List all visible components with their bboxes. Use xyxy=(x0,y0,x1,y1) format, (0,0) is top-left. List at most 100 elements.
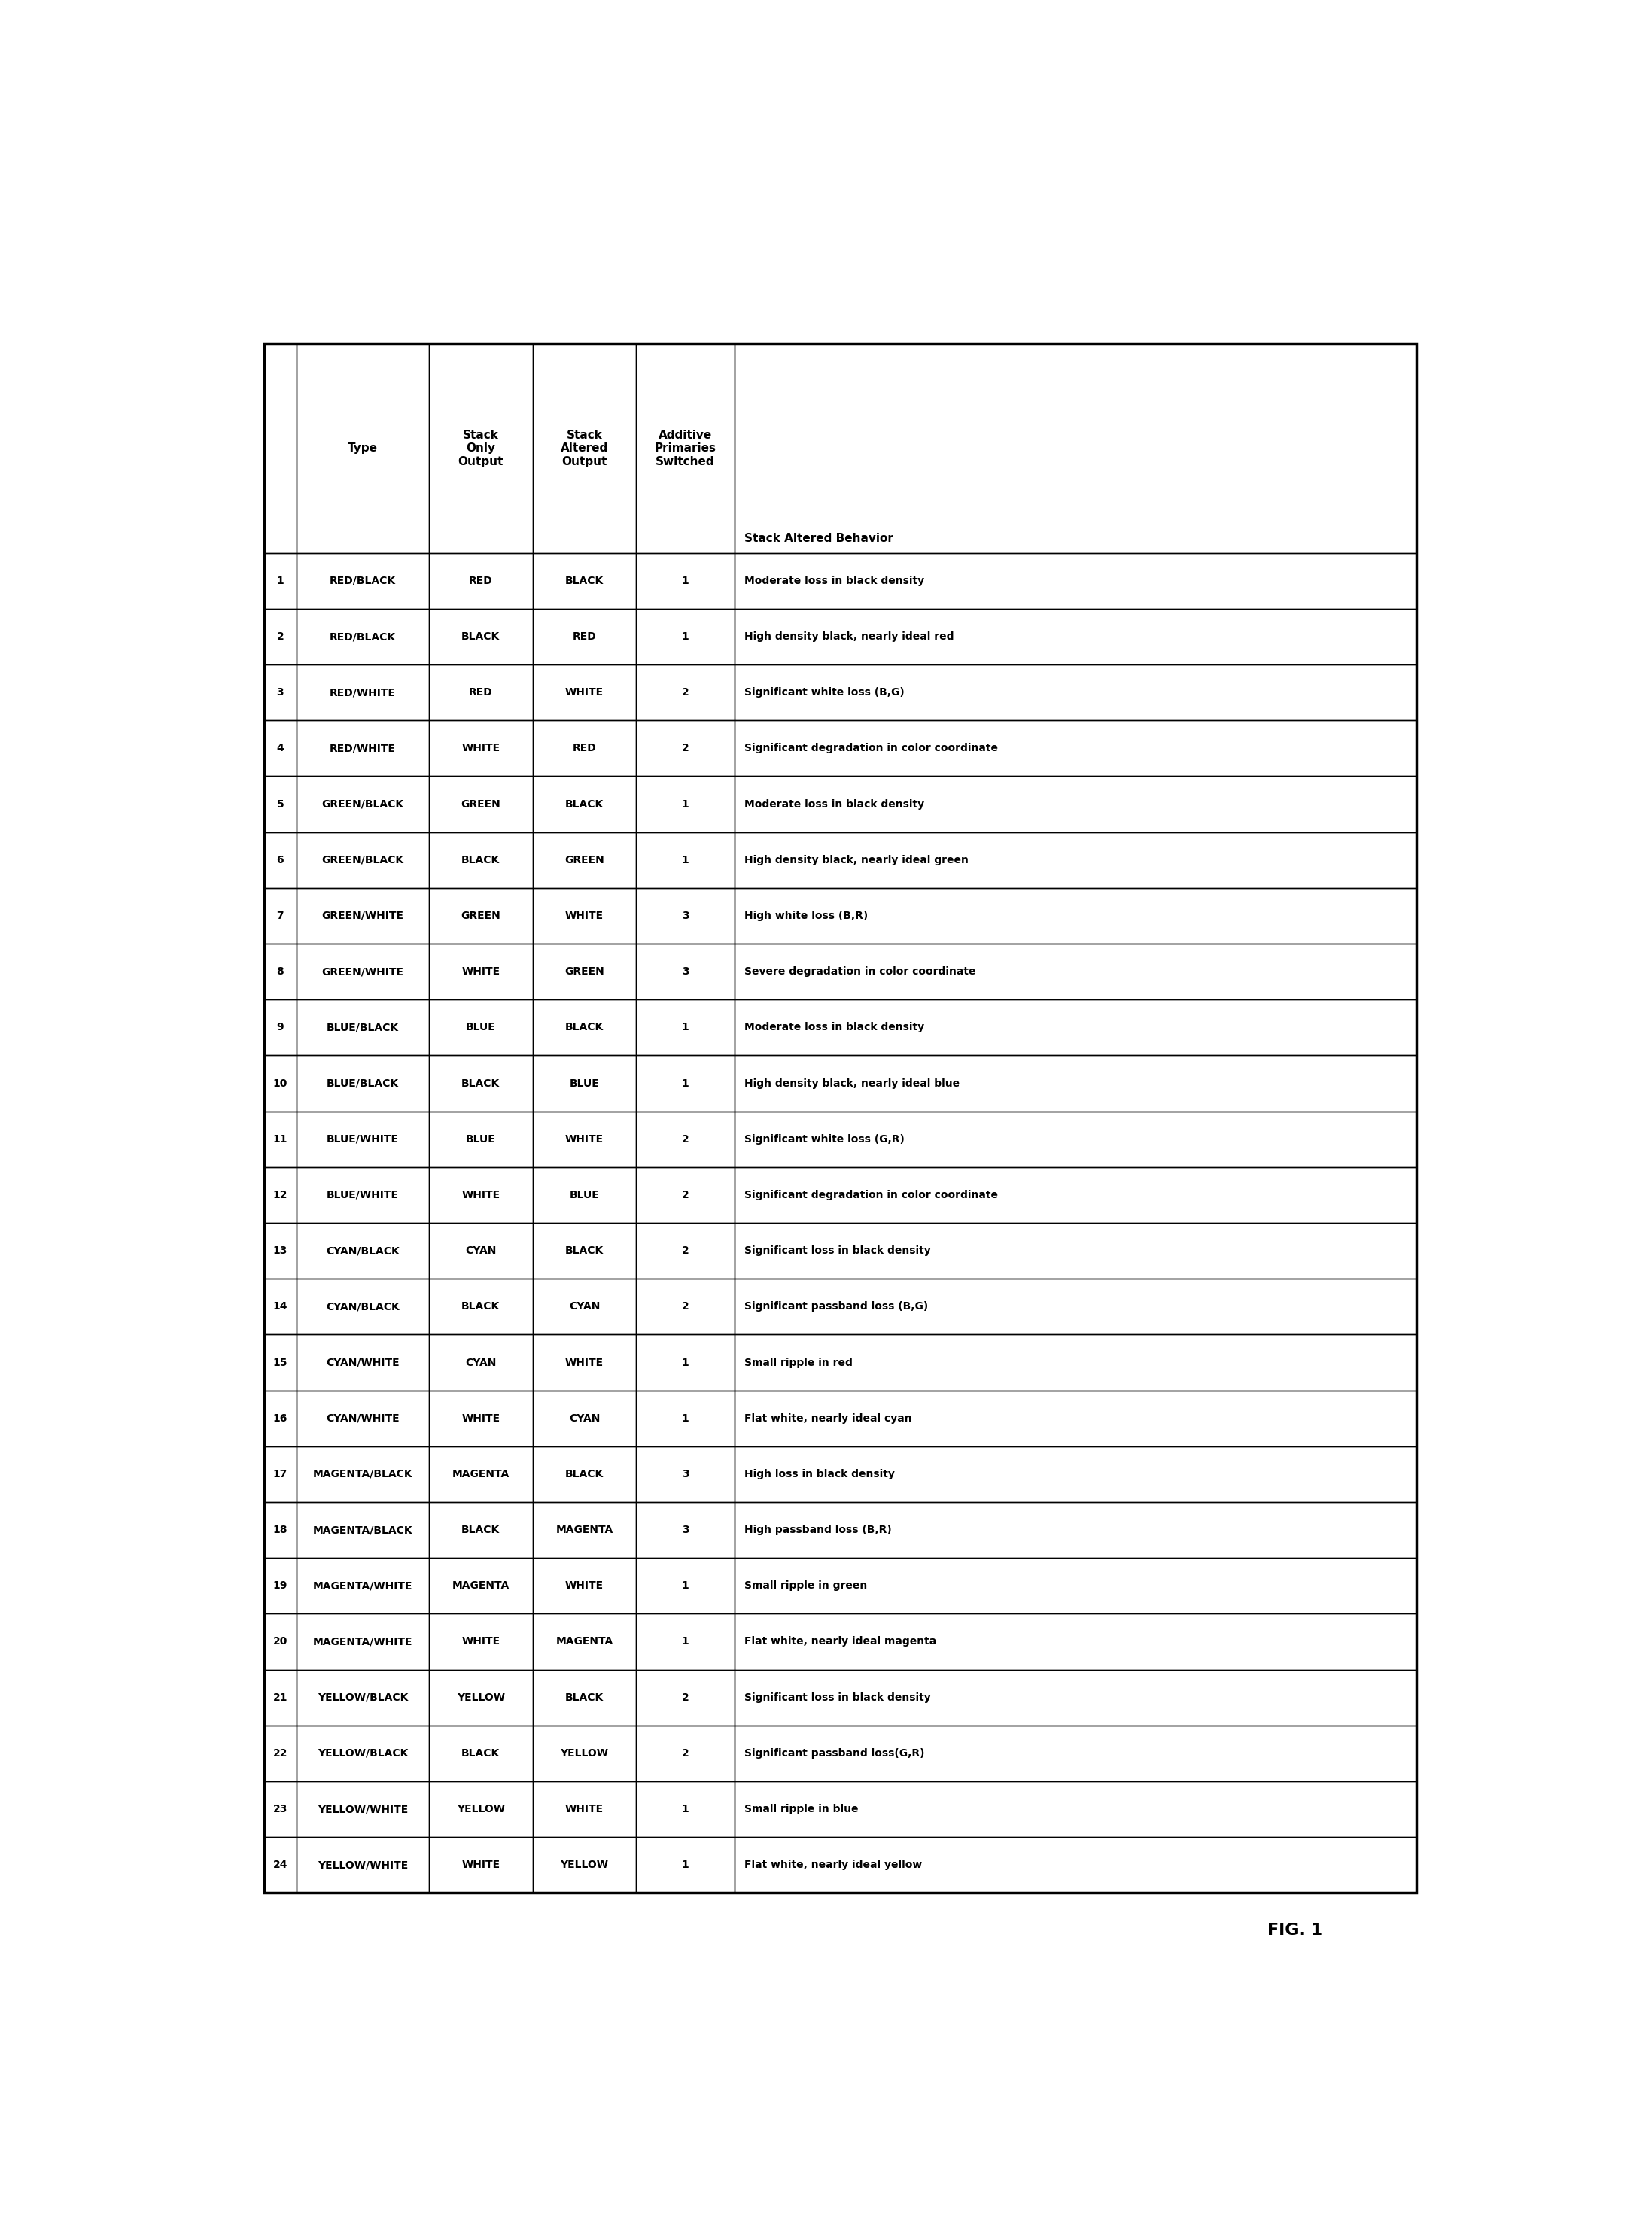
Text: BLUE: BLUE xyxy=(570,1078,600,1089)
Text: 1: 1 xyxy=(682,798,689,809)
Text: CYAN/WHITE: CYAN/WHITE xyxy=(325,1358,400,1367)
Text: YELLOW: YELLOW xyxy=(456,1803,506,1814)
Bar xyxy=(430,554,532,609)
Bar xyxy=(430,1447,532,1503)
Bar xyxy=(296,554,430,609)
Text: BLACK: BLACK xyxy=(461,1525,501,1536)
Text: CYAN: CYAN xyxy=(466,1358,496,1367)
Text: BLACK: BLACK xyxy=(565,1469,603,1481)
Text: YELLOW: YELLOW xyxy=(560,1861,608,1870)
Bar xyxy=(733,1781,1416,1836)
Text: 1: 1 xyxy=(276,576,284,587)
Text: BLACK: BLACK xyxy=(565,1245,603,1256)
Bar xyxy=(430,665,532,720)
Bar xyxy=(264,1836,296,1892)
Bar xyxy=(733,945,1416,1000)
Text: 1: 1 xyxy=(682,1358,689,1367)
Bar xyxy=(733,1447,1416,1503)
Text: Significant degradation in color coordinate: Significant degradation in color coordin… xyxy=(745,742,998,754)
Bar xyxy=(636,776,733,831)
Text: WHITE: WHITE xyxy=(461,1414,501,1423)
Text: Significant loss in black density: Significant loss in black density xyxy=(745,1692,932,1703)
Text: GREEN/BLACK: GREEN/BLACK xyxy=(322,798,403,809)
Bar xyxy=(264,665,296,720)
Text: WHITE: WHITE xyxy=(565,1803,603,1814)
Bar xyxy=(296,1278,430,1334)
Text: 1: 1 xyxy=(682,1414,689,1423)
Bar xyxy=(430,1669,532,1725)
Text: Stack Altered Behavior: Stack Altered Behavior xyxy=(745,534,894,545)
Text: High density black, nearly ideal blue: High density black, nearly ideal blue xyxy=(745,1078,960,1089)
Text: 21: 21 xyxy=(273,1692,287,1703)
Bar xyxy=(430,720,532,776)
Text: 19: 19 xyxy=(273,1581,287,1592)
Text: 1: 1 xyxy=(682,576,689,587)
Bar xyxy=(636,831,733,887)
Bar xyxy=(532,1669,636,1725)
Text: BLACK: BLACK xyxy=(461,631,501,642)
Text: BLACK: BLACK xyxy=(461,1300,501,1312)
Text: MAGENTA/WHITE: MAGENTA/WHITE xyxy=(312,1636,413,1647)
Text: BLUE: BLUE xyxy=(466,1134,496,1145)
Text: MAGENTA: MAGENTA xyxy=(453,1581,509,1592)
Bar xyxy=(532,831,636,887)
Bar xyxy=(296,1781,430,1836)
Bar xyxy=(733,1558,1416,1614)
Bar xyxy=(636,1278,733,1334)
Bar xyxy=(733,1278,1416,1334)
Bar xyxy=(733,887,1416,945)
Bar xyxy=(296,1836,430,1892)
Bar xyxy=(733,1223,1416,1278)
Text: MAGENTA: MAGENTA xyxy=(453,1469,509,1481)
Bar xyxy=(636,1389,733,1447)
Bar xyxy=(264,1223,296,1278)
Bar xyxy=(430,1725,532,1781)
Text: 1: 1 xyxy=(682,1078,689,1089)
Bar xyxy=(532,1558,636,1614)
Text: 18: 18 xyxy=(273,1525,287,1536)
Bar xyxy=(296,1000,430,1056)
Text: WHITE: WHITE xyxy=(565,911,603,920)
Text: 22: 22 xyxy=(273,1747,287,1758)
Bar xyxy=(430,1056,532,1112)
Text: WHITE: WHITE xyxy=(461,1189,501,1200)
Bar xyxy=(733,1167,1416,1223)
Bar xyxy=(636,945,733,1000)
Text: YELLOW/BLACK: YELLOW/BLACK xyxy=(317,1747,408,1758)
Bar xyxy=(264,887,296,945)
Bar xyxy=(296,1389,430,1447)
Text: CYAN: CYAN xyxy=(466,1245,496,1256)
Text: WHITE: WHITE xyxy=(565,1134,603,1145)
Text: 3: 3 xyxy=(682,1469,689,1481)
Text: BLUE/BLACK: BLUE/BLACK xyxy=(327,1023,398,1034)
Bar xyxy=(430,1389,532,1447)
Bar xyxy=(264,345,1416,1894)
Text: Stack
Only
Output: Stack Only Output xyxy=(458,429,504,467)
Bar xyxy=(532,1781,636,1836)
Bar xyxy=(636,1334,733,1389)
Text: BLUE/BLACK: BLUE/BLACK xyxy=(327,1078,398,1089)
Text: 3: 3 xyxy=(682,1525,689,1536)
Bar xyxy=(636,1669,733,1725)
Bar xyxy=(296,1223,430,1278)
Text: 2: 2 xyxy=(682,687,689,698)
Text: RED: RED xyxy=(469,687,492,698)
Text: 4: 4 xyxy=(276,742,284,754)
Text: 1: 1 xyxy=(682,1803,689,1814)
Bar xyxy=(430,1503,532,1558)
Bar xyxy=(733,831,1416,887)
Bar xyxy=(430,1334,532,1389)
Bar xyxy=(733,1056,1416,1112)
Bar xyxy=(733,1389,1416,1447)
Bar xyxy=(733,554,1416,609)
Bar xyxy=(636,1781,733,1836)
Text: WHITE: WHITE xyxy=(461,1861,501,1870)
Text: 10: 10 xyxy=(273,1078,287,1089)
Bar xyxy=(296,887,430,945)
Text: GREEN: GREEN xyxy=(461,798,501,809)
Bar xyxy=(264,1669,296,1725)
Bar xyxy=(296,1558,430,1614)
Text: MAGENTA/BLACK: MAGENTA/BLACK xyxy=(312,1469,413,1481)
Text: CYAN/BLACK: CYAN/BLACK xyxy=(325,1245,400,1256)
Bar xyxy=(264,1558,296,1614)
